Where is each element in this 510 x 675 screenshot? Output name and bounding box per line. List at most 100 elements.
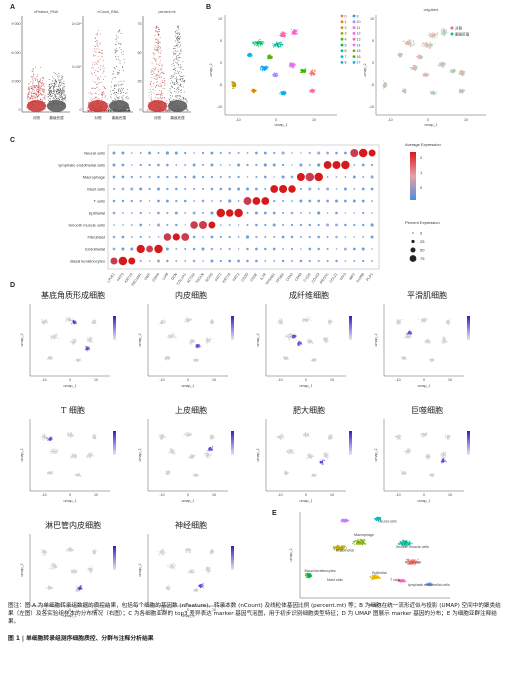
umap-cell <box>191 339 193 340</box>
umap-cell <box>168 357 170 359</box>
umap-cell <box>432 37 434 39</box>
umap-cell <box>168 358 170 360</box>
qc-point <box>180 72 182 74</box>
umap-cell <box>462 90 464 92</box>
umap-cell <box>69 320 71 322</box>
dotplot-dot <box>344 260 347 262</box>
qc-point <box>155 30 157 32</box>
umap-cell <box>234 86 236 88</box>
qc-point <box>101 52 103 54</box>
dotplot-dot <box>245 187 250 191</box>
qc-point <box>32 85 34 87</box>
umap-cell <box>461 75 463 77</box>
qc-point <box>92 87 94 89</box>
qc-point <box>179 85 181 87</box>
dotplot-dot <box>299 199 303 203</box>
qc-point <box>88 102 90 104</box>
qc-point <box>151 70 153 72</box>
qc-point <box>37 98 39 100</box>
qc-point <box>65 99 67 101</box>
umap-cell <box>311 73 313 75</box>
umap-cell <box>161 321 163 322</box>
qc-point <box>54 73 56 75</box>
gene-label: CD3D <box>240 272 249 283</box>
umap-cell <box>46 359 48 361</box>
qc-point <box>175 91 177 93</box>
umap-cell <box>42 320 44 322</box>
qc-point <box>49 92 51 94</box>
umap-cell <box>458 92 460 94</box>
qc-point <box>43 83 45 85</box>
umap-cell <box>190 341 192 343</box>
umap-cell <box>65 319 67 321</box>
dotplot-dot <box>362 211 365 215</box>
umap-cell <box>252 88 254 91</box>
umap-cell <box>175 336 177 338</box>
qc-point <box>104 86 106 88</box>
umap-cell <box>273 73 275 76</box>
umap-cell <box>423 42 425 44</box>
umap-cell <box>398 53 400 55</box>
umap-cell <box>403 40 405 42</box>
umap-cell <box>438 62 440 64</box>
dotplot-dot <box>184 248 187 250</box>
qc-point <box>175 40 177 42</box>
qc-point <box>117 84 119 86</box>
qc-point <box>161 79 163 81</box>
umap-cell <box>463 71 466 73</box>
qc-point <box>180 64 182 66</box>
umap-cell <box>431 34 433 36</box>
qc-point <box>161 65 163 67</box>
umap-cell <box>76 359 78 361</box>
dotplot-dot <box>165 151 169 155</box>
dotplot-dot <box>358 148 368 158</box>
qc-point <box>129 110 131 112</box>
umap-cell <box>162 322 164 324</box>
qc-point <box>170 97 172 99</box>
dotplot-dot <box>246 259 249 263</box>
qc-point <box>48 95 50 96</box>
qc-point <box>174 70 176 72</box>
qc-point <box>42 82 43 84</box>
umap-cell <box>45 319 47 321</box>
qc-point <box>53 84 55 86</box>
qc-point <box>48 90 50 91</box>
umap-cell <box>428 47 430 49</box>
violin-base <box>46 100 67 112</box>
x-group-label: 对照 <box>33 115 41 120</box>
dotplot-dot <box>121 175 125 179</box>
dotplot-dot <box>273 199 276 203</box>
cluster-legend-dot <box>352 26 356 29</box>
dotplot-dot <box>193 200 195 202</box>
dotplot-dot <box>208 221 216 229</box>
expressing-cell <box>75 323 77 325</box>
qc-point <box>119 60 121 62</box>
dotplot-dot <box>139 187 143 191</box>
qc-point <box>123 70 125 72</box>
dotplot-dot <box>139 259 142 263</box>
dotplot-dot <box>157 259 160 263</box>
qc-point <box>155 49 157 51</box>
qc-point <box>95 51 97 53</box>
qc-point <box>173 47 175 49</box>
qc-point <box>59 87 60 89</box>
dotplot-dot <box>175 260 178 262</box>
qc-point <box>56 74 58 76</box>
umap-cell <box>300 71 302 73</box>
qc-point <box>61 92 63 94</box>
qc-point <box>37 81 39 83</box>
qc-point <box>155 94 157 96</box>
umap-cell <box>276 74 278 76</box>
qc-point <box>101 50 103 51</box>
dotplot-dot <box>234 208 243 218</box>
qc-point <box>176 45 177 47</box>
expressing-cell <box>85 347 87 349</box>
umap-cell <box>429 47 431 49</box>
qc-point <box>150 80 152 82</box>
umap-cell <box>312 69 314 71</box>
expressing-cell <box>197 346 199 348</box>
qc-point <box>54 95 56 97</box>
umap-cell <box>450 69 452 71</box>
qc-point <box>153 73 155 74</box>
qc-point <box>113 100 115 101</box>
